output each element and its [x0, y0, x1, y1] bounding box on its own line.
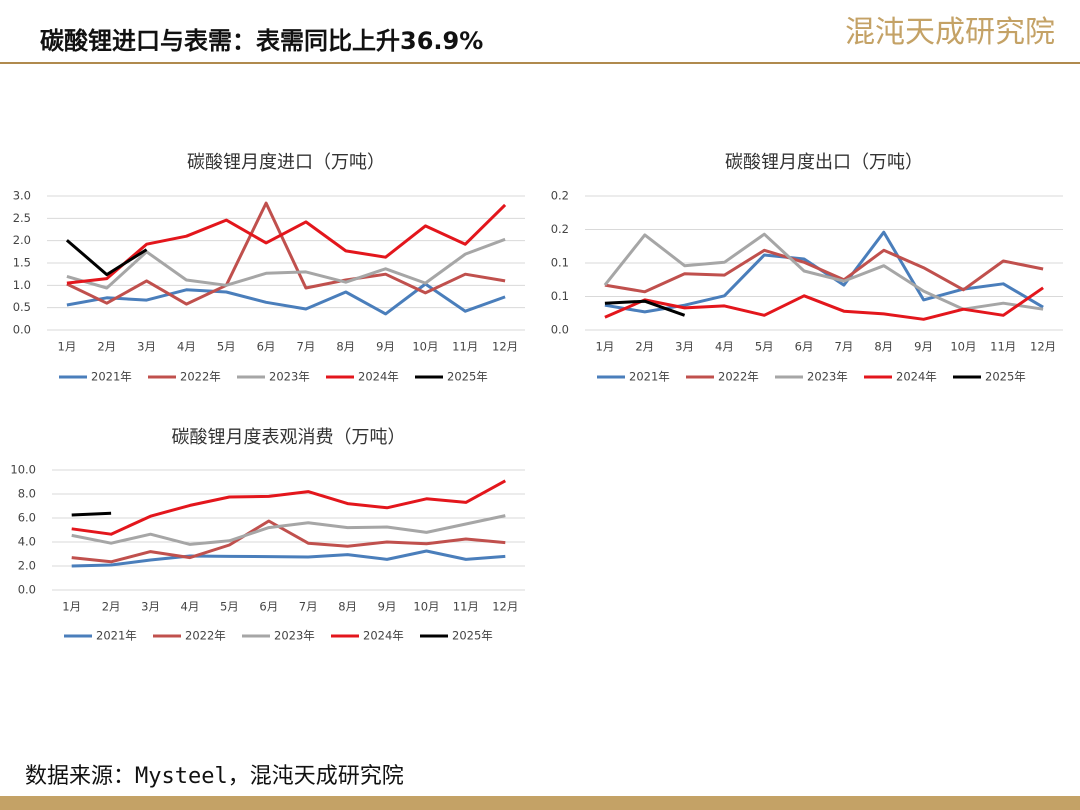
x-tick-label: 7月: [299, 600, 318, 614]
x-tick-label: 2月: [97, 340, 116, 354]
y-tick-label: 0.2: [551, 189, 569, 203]
x-tick-label: 8月: [338, 600, 357, 614]
x-tick-label: 3月: [675, 340, 694, 354]
x-tick-label: 12月: [492, 600, 518, 614]
x-tick-label: 9月: [378, 600, 397, 614]
x-tick-label: 11月: [990, 340, 1016, 354]
legend-label: 2024年: [896, 370, 937, 384]
x-tick-label: 9月: [376, 340, 395, 354]
x-tick-label: 10月: [412, 340, 438, 354]
x-tick-label: 9月: [914, 340, 933, 354]
series-line: [71, 549, 506, 568]
y-tick-label: 0.0: [13, 323, 31, 337]
legend-label: 2023年: [807, 370, 848, 384]
y-tick-label: 4.0: [18, 535, 36, 549]
x-tick-label: 3月: [141, 600, 160, 614]
x-tick-label: 4月: [715, 340, 734, 354]
x-tick-label: 4月: [181, 600, 200, 614]
x-tick-label: 2月: [635, 340, 654, 354]
x-tick-label: 1月: [62, 600, 81, 614]
legend-label: 2024年: [363, 629, 404, 643]
y-tick-label: 0.2: [551, 222, 569, 236]
x-tick-label: 7月: [835, 340, 854, 354]
y-tick-label: 0.5: [13, 300, 31, 314]
y-tick-label: 1.5: [13, 256, 31, 270]
y-tick-label: 0.0: [18, 583, 36, 597]
x-tick-label: 5月: [755, 340, 774, 354]
legend-label: 2021年: [91, 370, 132, 384]
x-tick-label: 1月: [596, 340, 615, 354]
series-line: [66, 237, 506, 290]
y-tick-label: 2.5: [13, 211, 31, 225]
series-line: [71, 479, 507, 536]
x-tick-label: 12月: [492, 340, 518, 354]
chart-title: 碳酸锂月度进口（万吨）: [187, 152, 385, 173]
y-tick-label: 8.0: [18, 487, 36, 501]
x-tick-label: 7月: [297, 340, 316, 354]
y-tick-label: 2.0: [18, 559, 36, 573]
chart-title: 碳酸锂月度出口（万吨）: [725, 152, 923, 173]
legend-label: 2022年: [180, 370, 221, 384]
x-tick-label: 2月: [102, 600, 121, 614]
y-tick-label: 0.1: [551, 289, 569, 303]
series-line: [604, 299, 686, 317]
y-tick-label: 6.0: [18, 511, 36, 525]
x-tick-label: 12月: [1030, 340, 1056, 354]
source-note: 数据来源：Mysteel，混沌天成研究院: [25, 764, 404, 789]
series-line: [65, 239, 148, 277]
series-line: [66, 201, 506, 306]
x-tick-label: 6月: [257, 340, 276, 354]
x-tick-label: 10月: [950, 340, 976, 354]
y-tick-label: 0.0: [551, 323, 569, 337]
x-tick-label: 11月: [453, 600, 479, 614]
legend-label: 2023年: [274, 629, 315, 643]
legend-label: 2025年: [985, 370, 1026, 384]
x-tick-label: 1月: [58, 340, 77, 354]
x-tick-label: 6月: [259, 600, 278, 614]
x-tick-label: 8月: [874, 340, 893, 354]
y-tick-label: 1.0: [13, 278, 31, 292]
series-line: [71, 519, 506, 564]
y-tick-label: 3.0: [13, 189, 31, 203]
chart-title: 碳酸锂月度表观消费（万吨）: [172, 427, 406, 448]
x-tick-label: 11月: [452, 340, 478, 354]
logo: 混沌天成研究院: [845, 15, 1055, 50]
series-line: [604, 248, 1044, 294]
x-tick-label: 5月: [220, 600, 239, 614]
y-tick-label: 2.0: [13, 233, 31, 247]
legend-label: 2025年: [452, 629, 493, 643]
footer-band: [0, 796, 1080, 810]
legend-label: 2022年: [185, 629, 226, 643]
x-tick-label: 10月: [413, 600, 439, 614]
legend-label: 2023年: [269, 370, 310, 384]
legend-label: 2021年: [629, 370, 670, 384]
series-line: [604, 286, 1044, 321]
legend-label: 2021年: [96, 629, 137, 643]
series-line: [71, 514, 506, 546]
x-tick-label: 8月: [336, 340, 355, 354]
y-tick-label: 10.0: [10, 463, 36, 477]
series-line: [71, 511, 112, 517]
legend-label: 2022年: [718, 370, 759, 384]
x-tick-label: 6月: [795, 340, 814, 354]
y-tick-label: 0.1: [551, 256, 569, 270]
page-title: 碳酸锂进口与表需：表需同比上升36.9%: [40, 27, 483, 55]
x-tick-label: 3月: [137, 340, 156, 354]
legend-label: 2025年: [447, 370, 488, 384]
x-tick-label: 4月: [177, 340, 196, 354]
series-line: [603, 232, 1044, 311]
x-tick-label: 5月: [217, 340, 236, 354]
legend-label: 2024年: [358, 370, 399, 384]
series-line: [66, 203, 507, 285]
